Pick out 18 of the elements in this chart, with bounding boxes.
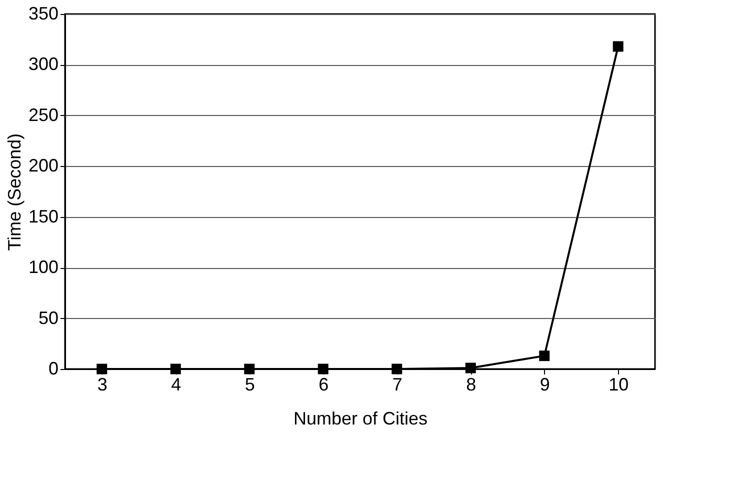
- x-tick-label: 4: [171, 374, 182, 394]
- y-tick-label: 300: [28, 54, 58, 74]
- x-tick-label: 5: [244, 374, 255, 394]
- x-axis-title: Number of Cities: [293, 408, 428, 428]
- y-tick-label: 100: [28, 257, 58, 278]
- y-tick-label: 150: [28, 206, 58, 226]
- y-tick-label: 50: [38, 308, 58, 328]
- x-tick-label: 8: [466, 374, 476, 394]
- y-tick-label: 200: [28, 156, 58, 176]
- x-tick-label: 7: [392, 374, 402, 394]
- x-tick-label: 3: [97, 374, 108, 394]
- x-tick-label: 10: [608, 374, 629, 394]
- y-tick-label: 250: [28, 104, 58, 125]
- x-tick-label: 9: [540, 374, 550, 394]
- y-tick-label: 0: [48, 358, 58, 378]
- y-axis-title: Time (Second): [4, 133, 24, 251]
- y-tick-label: 350: [28, 4, 58, 24]
- x-tick-label: 6: [318, 374, 329, 394]
